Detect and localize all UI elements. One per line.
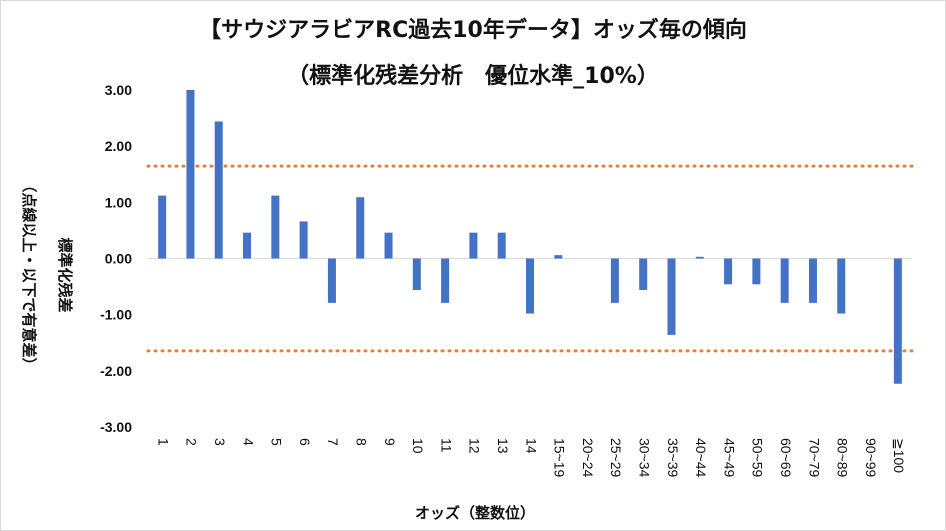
x-tick-label: 5 (269, 438, 285, 446)
x-tick-label: 70~79 (806, 438, 822, 478)
x-tick-label: 9 (382, 438, 398, 446)
x-tick-label: ≧100 (891, 438, 907, 473)
x-tick-label: 2 (184, 438, 200, 446)
bar (497, 232, 506, 259)
bar (554, 255, 563, 259)
x-tick-label: 13 (495, 438, 511, 454)
bar (695, 256, 704, 259)
y-tick-label: 1.00 (105, 194, 132, 210)
bar (186, 90, 195, 259)
x-tick-label: 90~99 (863, 438, 879, 478)
x-tick-label: 1 (155, 438, 171, 446)
x-tick-label: 45~49 (721, 438, 737, 478)
y-tick-label: 0.00 (105, 251, 132, 267)
bar (610, 258, 619, 303)
bar (384, 232, 393, 259)
x-tick-label: 25~29 (608, 438, 624, 478)
bar (441, 258, 450, 303)
y-axis-label-note: （点線以上・以下で有意差） (20, 177, 38, 372)
x-tick-label: 60~69 (778, 438, 794, 478)
bar (469, 232, 478, 259)
x-tick-label: 30~34 (636, 438, 652, 478)
bar (893, 258, 902, 384)
x-tick-label: 40~44 (693, 438, 709, 478)
bar (752, 258, 761, 285)
bar (724, 258, 733, 285)
y-tick-label: 2.00 (105, 138, 132, 154)
bar (837, 258, 846, 314)
chart-title: 【サウジアラビアRC過去10年データ】オッズ毎の傾向 (199, 18, 747, 43)
x-axis-label: オッズ（整数位） (415, 504, 535, 522)
x-tick-label: 7 (325, 438, 341, 446)
x-tick-label: 6 (297, 438, 313, 446)
x-tick-label: 35~39 (665, 438, 681, 478)
x-tick-label: 20~24 (580, 438, 596, 478)
bar (158, 195, 167, 259)
bar (780, 258, 789, 303)
x-tick-label: 12 (467, 438, 483, 454)
y-axis-label: 標準化残差 (56, 237, 74, 312)
bar (243, 232, 252, 259)
x-tick-label: 10 (410, 438, 426, 454)
y-tick-label: -1.00 (100, 307, 132, 323)
x-tick-label: 80~89 (835, 438, 851, 478)
y-tick-label: -2.00 (100, 363, 132, 379)
chart-subtitle: （標準化残差分析 優位水準_10%） (287, 64, 659, 89)
x-tick-label: 11 (438, 438, 454, 453)
bar (214, 121, 223, 259)
y-tick-label: 3.00 (105, 82, 132, 98)
bar (299, 221, 308, 259)
bar (808, 258, 817, 303)
x-tick-label: 14 (523, 438, 539, 454)
bar (327, 258, 336, 303)
x-tick-label: 15~19 (552, 438, 568, 478)
bar (412, 258, 421, 290)
bar (667, 258, 676, 335)
bar (526, 258, 534, 314)
x-tick-label: 50~59 (750, 438, 766, 478)
bar (271, 195, 280, 259)
x-tick-label: 3 (212, 438, 228, 446)
bar (639, 258, 648, 290)
y-tick-label: -3.00 (100, 419, 132, 435)
x-tick-label: 4 (240, 438, 256, 446)
bar (356, 197, 365, 259)
x-tick-label: 8 (354, 438, 370, 446)
